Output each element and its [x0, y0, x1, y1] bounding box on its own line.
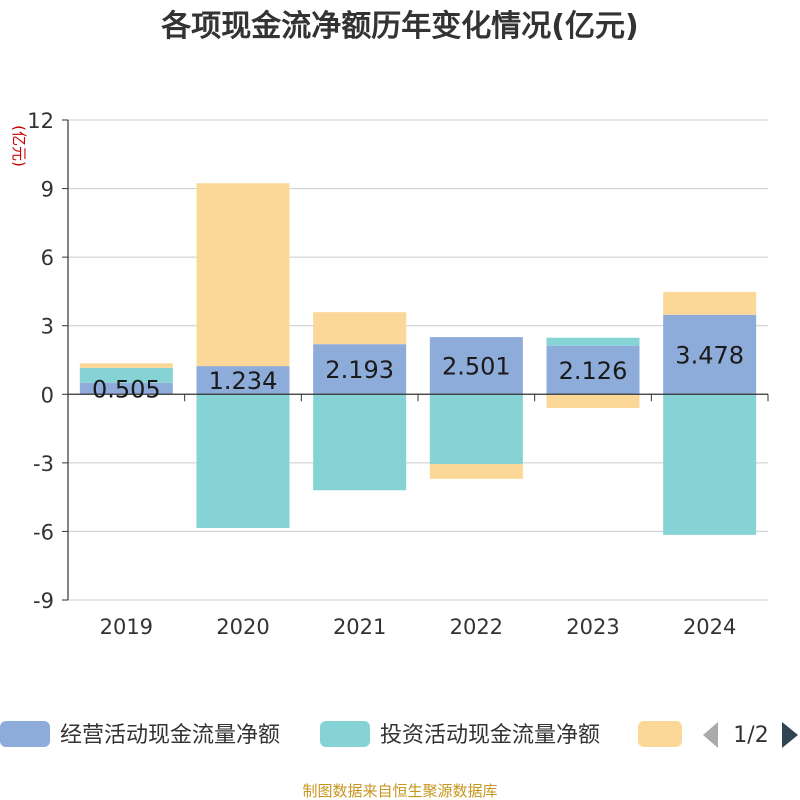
x-tick-label: 2024: [683, 615, 736, 639]
legend-label-operating[interactable]: 经营活动现金流量净额: [60, 723, 280, 748]
x-tick-label: 2020: [216, 615, 269, 639]
legend-swatch-operating[interactable]: [0, 721, 50, 747]
y-tick-label: 12: [27, 109, 54, 133]
x-tick-label: 2019: [100, 615, 153, 639]
legend-page-indicator: 1/2: [733, 723, 768, 748]
y-tick-label: 0: [41, 383, 54, 407]
legend-prev-page-icon[interactable]: [703, 722, 718, 748]
legend-swatch-financing[interactable]: [638, 721, 682, 747]
chart-title: 各项现金流净额历年变化情况(亿元): [160, 9, 638, 44]
bar-2024-series-0[interactable]: [663, 314, 757, 395]
legend-next-page-icon[interactable]: [782, 722, 798, 748]
x-tick-label: 2021: [333, 615, 386, 639]
y-tick-label: 9: [41, 178, 54, 202]
legend-label-investing[interactable]: 投资活动现金流量净额: [380, 723, 600, 748]
legend: 经营活动现金流量净额 投资活动现金流量净额 1/2: [0, 721, 798, 748]
bar-2021-series-2[interactable]: [313, 312, 407, 345]
grid: [62, 119, 768, 601]
bar-2020-series-1[interactable]: [196, 394, 290, 528]
x-tick-label: 2023: [566, 615, 619, 639]
y-axis-unit: (亿元): [10, 125, 28, 167]
bar-2022-series-0[interactable]: [429, 337, 523, 395]
y-tick-label: 6: [41, 246, 54, 270]
data-label: 2.193: [325, 356, 394, 384]
y-tick-label: 3: [41, 315, 54, 339]
bar-2019-series-1[interactable]: [79, 367, 173, 383]
bar-2021-series-0[interactable]: [313, 344, 407, 395]
data-label: 0.505: [92, 376, 161, 404]
x-tick-labels: 2019 2020 2021 2022 2023 2024: [100, 615, 737, 639]
bar-2020-series-0[interactable]: [196, 366, 290, 395]
y-tick-label: -9: [33, 589, 54, 613]
data-labels: 0.505 1.234 2.193 2.501 2.126 3.478: [92, 342, 744, 404]
bar-2021-series-1[interactable]: [313, 394, 407, 491]
data-label: 2.501: [442, 353, 511, 381]
bar-2020-series-2[interactable]: [196, 183, 290, 367]
bars: [79, 183, 757, 535]
y-tick-label: -3: [33, 452, 54, 476]
data-label: 3.478: [675, 342, 744, 370]
bar-2019-series-0[interactable]: [79, 382, 173, 395]
data-source: 制图数据来自恒生聚源数据库: [302, 782, 497, 800]
data-label: 1.234: [209, 367, 278, 395]
bar-2024-series-1[interactable]: [663, 394, 757, 535]
bar-2019-series-2[interactable]: [79, 363, 173, 368]
legend-swatch-investing[interactable]: [320, 721, 370, 747]
bar-2023-series-1[interactable]: [546, 337, 640, 346]
bar-2023-series-0[interactable]: [546, 345, 640, 395]
bar-2024-series-2[interactable]: [663, 291, 757, 315]
axes: [67, 120, 769, 600]
bar-2022-series-1[interactable]: [429, 394, 523, 464]
data-label: 2.126: [559, 357, 628, 385]
x-tick-label: 2022: [450, 615, 503, 639]
bar-2022-series-2[interactable]: [429, 464, 523, 479]
y-tick-label: -6: [33, 520, 54, 544]
y-tick-labels: 12 9 6 3 0 -3 -6 -9: [27, 109, 54, 613]
bar-2023-series-2[interactable]: [546, 394, 640, 408]
